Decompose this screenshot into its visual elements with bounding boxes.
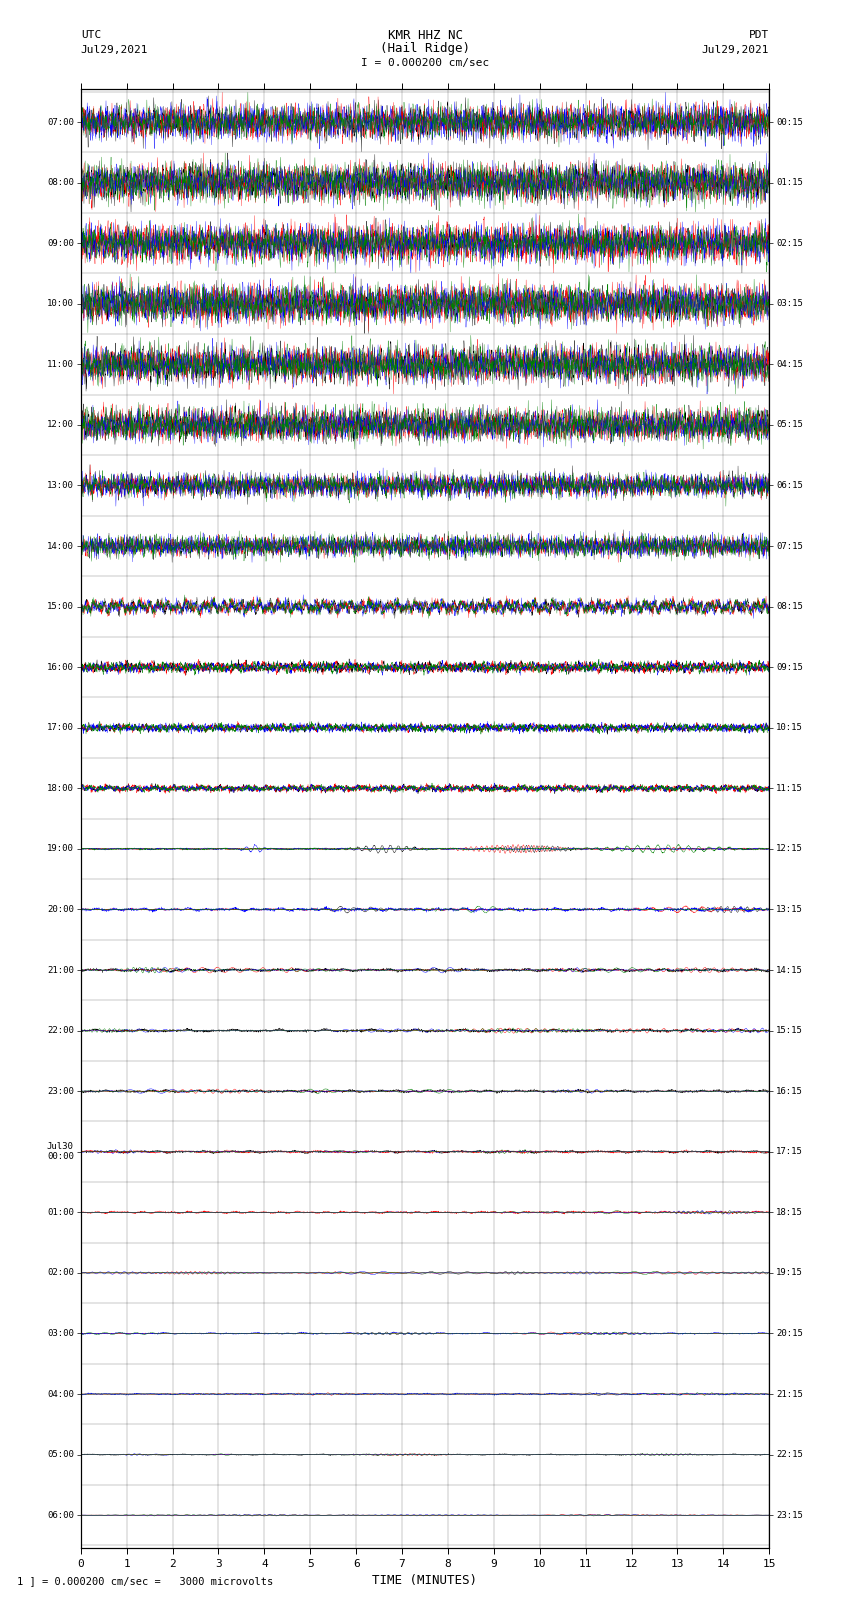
Text: (Hail Ridge): (Hail Ridge) [380, 42, 470, 55]
Text: Jul29,2021: Jul29,2021 [702, 45, 769, 55]
Text: UTC: UTC [81, 31, 101, 40]
Text: PDT: PDT [749, 31, 769, 40]
Text: Jul29,2021: Jul29,2021 [81, 45, 148, 55]
X-axis label: TIME (MINUTES): TIME (MINUTES) [372, 1574, 478, 1587]
Text: I = 0.000200 cm/sec: I = 0.000200 cm/sec [361, 58, 489, 68]
Text: KMR HHZ NC: KMR HHZ NC [388, 29, 462, 42]
Text: 1 ] = 0.000200 cm/sec =   3000 microvolts: 1 ] = 0.000200 cm/sec = 3000 microvolts [17, 1576, 273, 1586]
